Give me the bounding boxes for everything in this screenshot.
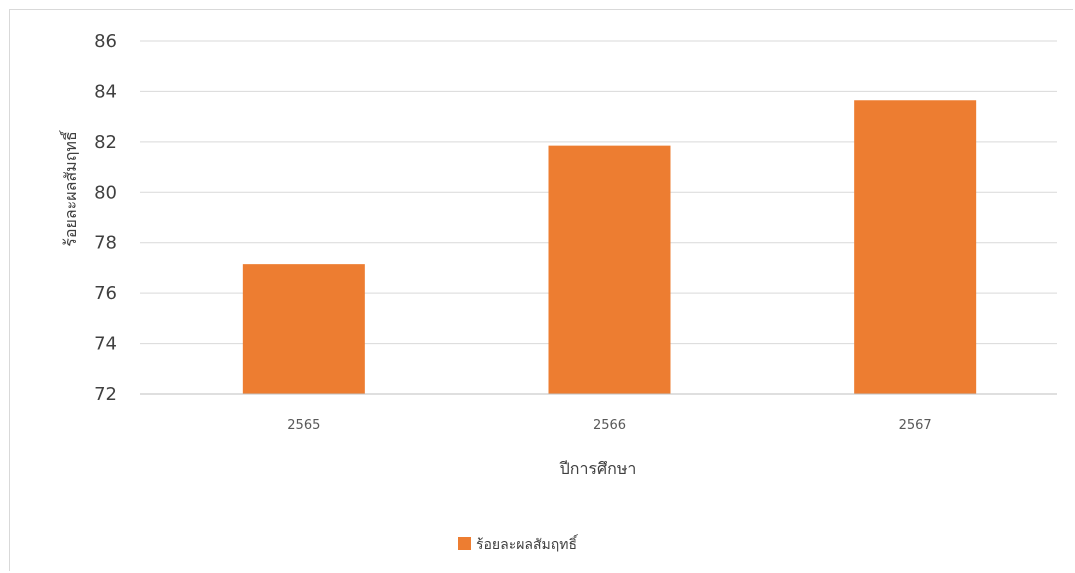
bar-2566 <box>548 145 671 394</box>
y-axis-ticks: 72 74 76 78 80 82 84 86 <box>94 31 117 405</box>
x-tick-label: 2566 <box>593 418 626 433</box>
y-tick-label: 80 <box>94 182 117 203</box>
x-tick-label: 2565 <box>287 418 320 433</box>
y-axis-title: ร้อยละผลสัมฤทธิ์ <box>59 129 80 246</box>
y-tick-label: 82 <box>94 132 117 153</box>
x-axis-title: ปีการศึกษา <box>559 459 636 478</box>
y-tick-label: 84 <box>94 81 117 102</box>
x-tick-label: 2567 <box>899 418 932 433</box>
legend-swatch <box>458 537 471 550</box>
y-tick-label: 74 <box>94 334 117 355</box>
y-tick-label: 78 <box>94 233 117 254</box>
y-tick-label: 86 <box>94 31 117 52</box>
y-tick-label: 76 <box>94 283 117 304</box>
legend-label: ร้อยละผลสัมฤทธิ์ <box>476 534 579 553</box>
bars <box>242 100 977 394</box>
legend: ร้อยละผลสัมฤทธิ์ <box>458 534 579 553</box>
y-tick-label: 72 <box>94 384 117 405</box>
chart-frame <box>9 9 1073 571</box>
bar-2567 <box>854 100 977 394</box>
bar-2565 <box>242 264 365 394</box>
x-axis-ticks: 2565 2566 2567 <box>287 418 931 433</box>
